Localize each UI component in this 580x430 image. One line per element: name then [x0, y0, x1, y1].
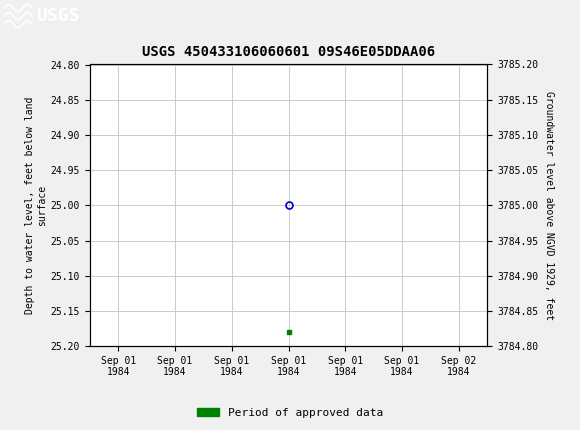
Text: USGS: USGS — [36, 7, 79, 25]
Y-axis label: Groundwater level above NGVD 1929, feet: Groundwater level above NGVD 1929, feet — [543, 91, 553, 320]
Y-axis label: Depth to water level, feet below land
surface: Depth to water level, feet below land su… — [25, 97, 46, 314]
Title: USGS 450433106060601 09S46E05DDAA06: USGS 450433106060601 09S46E05DDAA06 — [142, 45, 435, 59]
Legend: Period of approved data: Period of approved data — [193, 403, 387, 422]
